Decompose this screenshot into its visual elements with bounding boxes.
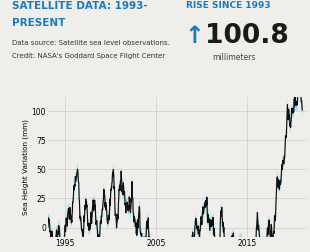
Text: Data source: Satellite sea level observations.: Data source: Satellite sea level observa… bbox=[12, 40, 170, 46]
Text: ↑: ↑ bbox=[184, 24, 204, 48]
Text: millimeters: millimeters bbox=[212, 53, 256, 62]
Text: RISE SINCE 1993: RISE SINCE 1993 bbox=[186, 1, 271, 10]
Y-axis label: Sea Height Variation (mm): Sea Height Variation (mm) bbox=[22, 119, 29, 215]
Text: 100.8: 100.8 bbox=[205, 23, 288, 49]
Text: Credit: NASA's Goddard Space Flight Center: Credit: NASA's Goddard Space Flight Cent… bbox=[12, 53, 166, 59]
Text: SATELLITE DATA: 1993-: SATELLITE DATA: 1993- bbox=[12, 1, 148, 11]
Text: PRESENT: PRESENT bbox=[12, 18, 66, 28]
